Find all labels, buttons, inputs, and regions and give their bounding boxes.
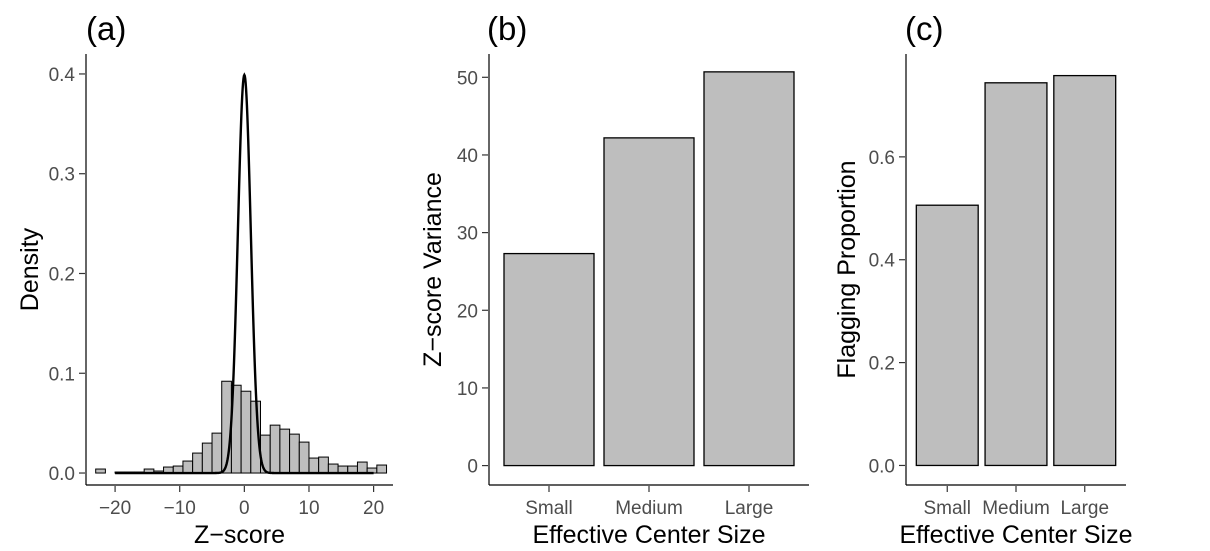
- panel-label: (a): [86, 10, 126, 47]
- x-tick-label: 20: [363, 498, 384, 519]
- y-tick-label: 0.2: [49, 264, 75, 285]
- x-tick-label: Large: [1060, 498, 1109, 519]
- histogram-bar: [298, 441, 310, 474]
- panel-label: (c): [905, 10, 943, 47]
- y-tick-label: 0.0: [869, 456, 895, 477]
- x-axis-title: Effective Center Size: [900, 521, 1133, 549]
- histogram-bar: [279, 428, 291, 474]
- y-tick-label: 50: [457, 68, 478, 89]
- histogram-bar: [356, 461, 368, 474]
- histogram-bar: [376, 464, 388, 474]
- y-tick-label: 0.3: [49, 165, 75, 186]
- x-tick-label: −20: [99, 498, 131, 519]
- panel-c: (c) Small Medium Large 0.0 0.2 0.4 0.6 Effective…: [833, 10, 1132, 549]
- histogram-bar: [201, 442, 213, 474]
- bar-large: [1053, 74, 1117, 467]
- y-tick-label: 0: [467, 457, 478, 478]
- y-tick-label: 0.4: [49, 65, 76, 86]
- histogram-bar: [318, 456, 329, 474]
- histogram-bar: [95, 468, 106, 474]
- x-tick-label: 10: [298, 498, 319, 519]
- histogram-bar: [192, 452, 203, 474]
- y-tick-label: 0.2: [869, 354, 895, 375]
- y-tick-label: 0.0: [49, 464, 75, 485]
- histogram-bar: [182, 460, 194, 474]
- bar-small: [915, 204, 979, 467]
- y-tick-label: 30: [457, 224, 478, 245]
- x-tick-label: Small: [923, 498, 971, 519]
- bar-medium: [984, 82, 1048, 467]
- panel-a: (a) −20 −10 0 10 20 0.0 0.1 0.2 0.3 0.4 Z−score Dens…: [16, 10, 393, 549]
- x-tick-label: Small: [525, 498, 573, 519]
- x-tick-label: −10: [164, 498, 196, 519]
- histogram-bar: [240, 390, 252, 474]
- histogram-bar: [269, 424, 281, 474]
- bar-small: [503, 252, 595, 467]
- y-axis-title: Density: [16, 227, 44, 311]
- x-tick-label: Medium: [982, 498, 1050, 519]
- y-tick-label: 0.6: [869, 148, 895, 169]
- bar-medium: [603, 137, 695, 467]
- x-axis-title: Effective Center Size: [533, 521, 766, 549]
- y-tick-label: 0.1: [49, 364, 75, 385]
- panel-b: (b) Small Medium Large 0 10 20 30 40 50 Effective …: [419, 10, 809, 549]
- x-tick-label: Medium: [615, 498, 683, 519]
- y-tick-label: 0.4: [869, 251, 896, 272]
- y-axis-title: Flagging Proportion: [833, 160, 861, 378]
- bar-large: [703, 71, 795, 467]
- histogram-bar: [327, 463, 339, 474]
- x-axis-title: Z−score: [194, 521, 285, 549]
- histogram-bar: [308, 457, 320, 474]
- histogram-bar: [211, 432, 223, 474]
- y-tick-label: 10: [457, 379, 478, 400]
- y-tick-label: 40: [457, 146, 478, 167]
- histogram-bar: [289, 433, 300, 474]
- x-tick-label: 0: [239, 498, 250, 519]
- y-axis-title: Z−score Variance: [419, 172, 447, 367]
- x-tick-label: Large: [725, 498, 774, 519]
- density-curve: [115, 72, 374, 475]
- y-tick-label: 20: [457, 301, 478, 322]
- panel-label: (b): [487, 10, 527, 47]
